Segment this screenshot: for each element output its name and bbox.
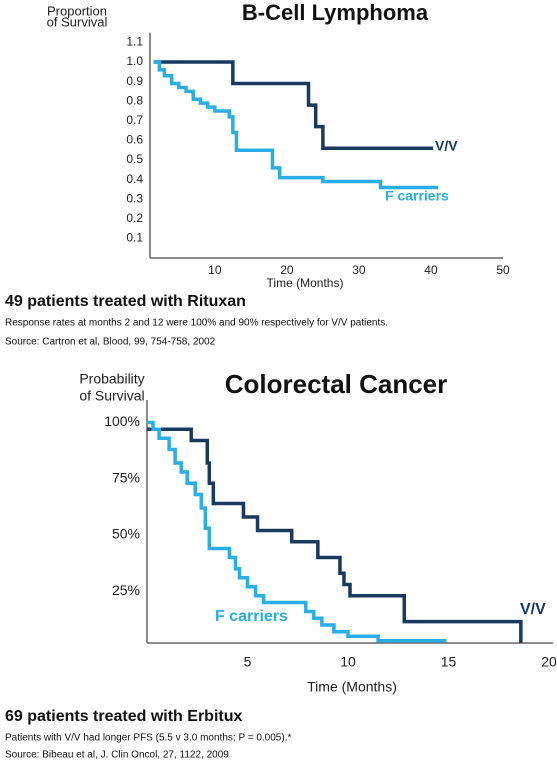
survival-line xyxy=(147,427,523,643)
x-tick-label: 20 xyxy=(541,654,557,670)
caption-text: Patients with V/V had longer PFS (5.5 v … xyxy=(5,733,291,744)
y-tick-label: 0.9 xyxy=(126,74,143,88)
y-tick-label: 50% xyxy=(112,526,140,542)
x-tick-label: 10 xyxy=(340,654,356,670)
y-tick-label: 75% xyxy=(112,469,140,485)
survival-line xyxy=(153,60,439,190)
y-tick-label: 0.3 xyxy=(126,191,143,205)
y-tick-label: 0.8 xyxy=(126,93,143,107)
y-tick-label: 100% xyxy=(104,413,140,429)
series-label: V/V xyxy=(520,601,546,618)
x-tick-label: 30 xyxy=(352,263,366,277)
y-axis-label: Proportion xyxy=(47,3,107,18)
caption-source: Source: Cartron et al, Blood, 99, 754-75… xyxy=(5,337,216,348)
series-label: F carriers xyxy=(215,608,288,625)
y-axis-label: Probability xyxy=(79,371,144,387)
x-tick-label: 5 xyxy=(244,654,252,670)
y-tick-label: 0.1 xyxy=(126,231,143,245)
chart-title: B-Cell Lymphoma xyxy=(242,0,429,25)
survival-line xyxy=(147,420,447,643)
caption-heading: 69 patients treated with Erbitux xyxy=(5,708,242,725)
x-tick-label: 10 xyxy=(208,263,222,277)
y-tick-label: 1.0 xyxy=(126,54,143,68)
x-tick-label: 15 xyxy=(441,654,457,670)
y-tick-label: 0.7 xyxy=(126,113,143,127)
caption-source: Source: Bibeau et al, J. Clin Oncol, 27,… xyxy=(5,750,229,761)
x-axis-label: Time (Months) xyxy=(307,679,397,695)
caption-heading: 49 patients treated with Rituxan xyxy=(5,293,246,310)
series-label: V/V xyxy=(435,138,458,154)
series-label: F carriers xyxy=(385,188,449,204)
y-tick-label: 25% xyxy=(112,582,140,598)
y-tick-label: 0.4 xyxy=(126,172,143,186)
caption-text: Response rates at months 2 and 12 were 1… xyxy=(5,318,388,329)
x-axis-label: Time (Months) xyxy=(267,276,344,290)
x-tick-label: 50 xyxy=(496,263,510,277)
y-tick-label: 0.6 xyxy=(126,133,143,147)
y-tick-label: 1.1 xyxy=(126,35,143,49)
y-axis-label: of Survival xyxy=(79,388,144,404)
y-axis-label: of Survival xyxy=(47,14,108,29)
survival-line xyxy=(153,60,434,150)
chart-title: Colorectal Cancer xyxy=(225,369,448,399)
x-tick-label: 40 xyxy=(424,263,438,277)
x-tick-label: 20 xyxy=(280,263,294,277)
y-tick-label: 0.5 xyxy=(126,152,143,166)
y-tick-label: 0.2 xyxy=(126,211,143,225)
